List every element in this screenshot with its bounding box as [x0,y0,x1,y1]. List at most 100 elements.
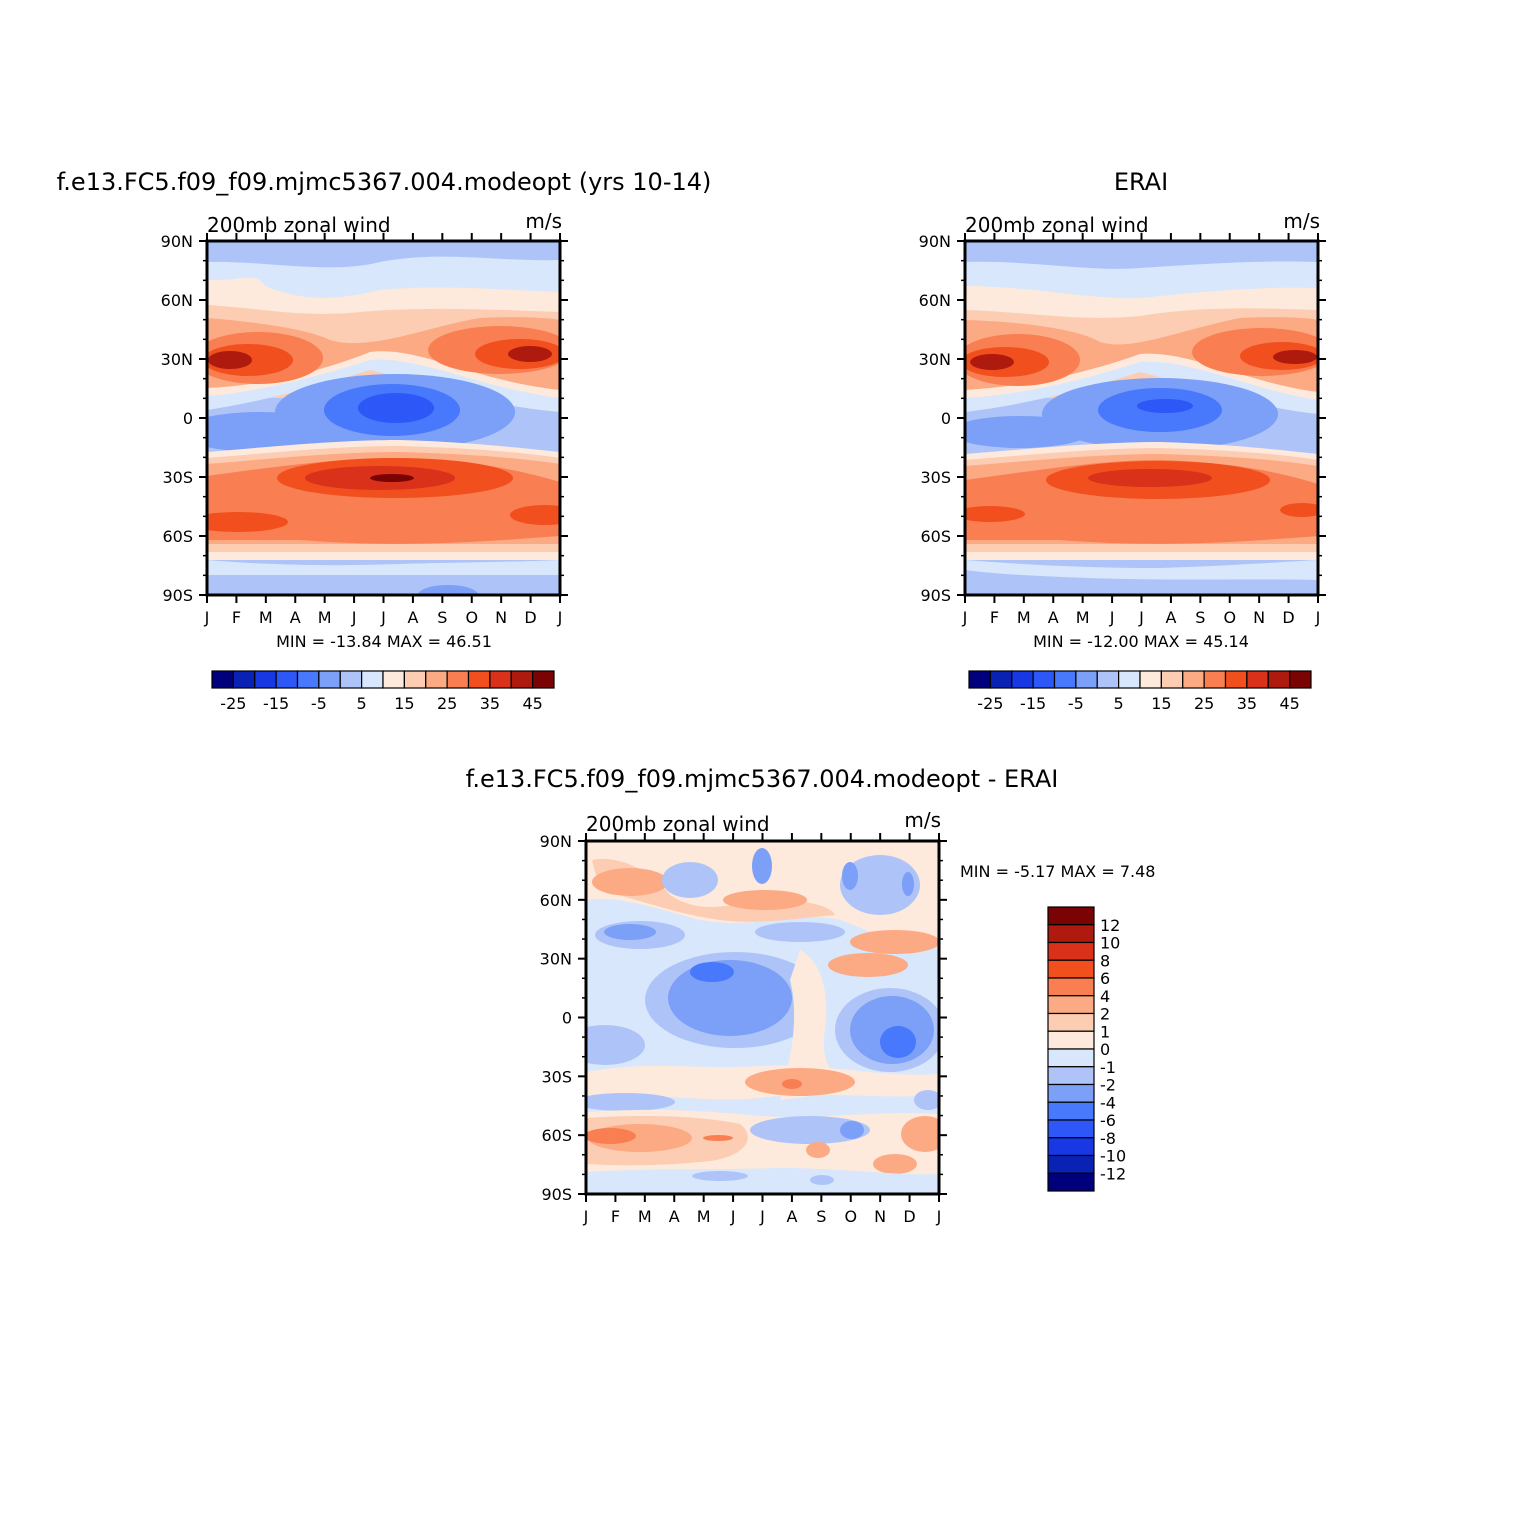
x-tick-label-obs: S [1195,608,1205,627]
diff-nh-blue-1b [604,924,656,940]
obs-colorbar: -25 -15 -5 5 15 25 35 45 [968,670,1312,713]
panel-model: f.e13.FC5.f09_f09.mjmc5367.004.modeopt (… [57,168,712,713]
colorbar-swatch-obs [1246,670,1269,689]
x-tick-label-obs: J [1138,608,1144,627]
x-tick-label-model: J [204,608,210,627]
colorbar-swatch-diff [1047,1137,1095,1157]
colorbar-swatch-model [446,670,470,689]
panel-obs: ERAI 200mb zonal wind m/s [919,168,1326,713]
diff-nh-salmon-1 [592,868,668,896]
x-tick-label-obs: M [1017,608,1031,627]
obs-sh-red-west [965,506,1025,522]
colorbar-swatch-diff [1047,1083,1095,1103]
colorbar-swatch-obs [1289,670,1312,689]
x-tick-label-diff: M [638,1207,652,1226]
colorbar-swatch-obs [1032,670,1056,689]
x-tick-label-diff: A [669,1207,680,1226]
y-tick-label-diff: 0 [562,1009,572,1028]
obs-nh-dark-east [1273,350,1317,364]
colorbar-label-model: 15 [394,694,414,713]
y-tick-label-model: 30N [161,350,193,369]
diff-trop-core [690,962,734,982]
colorbar-label-diff: 1 [1100,1022,1110,1041]
colorbar-swatch-diff [1047,1172,1095,1192]
diff-polar-blue-2 [810,1175,834,1185]
colorbar-swatch-model [339,670,363,689]
model-trop-blue-west [207,412,340,452]
colorbar-label-model: -5 [311,694,327,713]
x-tick-label-diff: D [903,1207,915,1226]
model-contour-field [207,241,560,595]
colorbar-swatch-diff [1047,1048,1095,1068]
colorbar-label-obs: -25 [977,694,1003,713]
x-tick-label-model: S [437,608,447,627]
colorbar-label-model: 5 [357,694,367,713]
colorbar-label-obs: -5 [1068,694,1084,713]
colorbar-label-diff: 6 [1100,969,1110,988]
diff-contour-field [586,841,939,1194]
x-tick-label-obs: F [990,608,999,627]
x-tick-label-model: F [232,608,241,627]
panel-diff-right-label: m/s [904,808,941,832]
colorbar-label-model: 25 [437,694,457,713]
colorbar-swatch-diff [1047,977,1095,997]
colorbar-swatch-diff [1047,906,1095,926]
model-sh-red-west [207,512,288,532]
diff-60s-orange [586,1128,636,1144]
panel-diff: f.e13.FC5.f09_f09.mjmc5367.004.modeopt -… [466,765,1156,1226]
colorbar-swatch-model [361,670,384,689]
panel-model-title: f.e13.FC5.f09_f09.mjmc5367.004.modeopt (… [57,168,712,196]
x-tick-label-model: M [259,608,273,627]
colorbar-label-diff: 2 [1100,1005,1110,1024]
x-tick-label-model: J [380,608,386,627]
x-tick-label-diff: M [697,1207,711,1226]
panel-model-right-label: m/s [525,209,562,233]
colorbar-label-diff: 8 [1100,951,1110,970]
model-band-eq-light [207,359,560,412]
colorbar-label-diff: 12 [1100,916,1120,935]
colorbar-label-obs: 25 [1194,694,1214,713]
colorbar-label-diff: 0 [1100,1040,1110,1059]
colorbar-swatch-model [510,670,534,689]
diff-60s-salmon-mid [806,1142,830,1158]
obs-min-max: MIN = -12.00 MAX = 45.14 [1033,632,1249,651]
x-tick-label-obs: M [1076,608,1090,627]
diff-nh-blue-4 [755,922,845,942]
colorbar-label-model: -15 [263,694,289,713]
diff-sh-blue-east [914,1090,939,1110]
colorbar-label-diff: 10 [1100,934,1120,953]
diff-east-core [880,1026,916,1058]
colorbar-label-obs: 35 [1237,694,1257,713]
colorbar-swatch-model [232,670,256,689]
colorbar-swatch-model [254,670,277,689]
colorbar-swatch-obs [1011,670,1034,689]
colorbar-swatch-model [489,670,512,689]
panel-obs-left-label: 200mb zonal wind [965,213,1149,237]
panel-obs-title: ERAI [1114,168,1168,196]
colorbar-label-diff: -4 [1100,1093,1116,1112]
diff-nh-blue-5c [902,872,914,896]
y-tick-label-diff: 90S [541,1185,572,1204]
diff-60s-salmon-east [901,1116,939,1152]
colorbar-swatch-diff [1047,959,1095,979]
colorbar-swatch-model [403,670,427,689]
colorbar-swatch-diff [1047,924,1095,944]
diff-trop-cream-col [780,950,860,1100]
colorbar-swatch-obs [968,670,991,689]
colorbar-swatch-diff [1047,1154,1095,1174]
diff-nh-blue-3 [752,848,772,884]
obs-nh-dark [970,354,1014,370]
colorbar-label-model: 45 [522,694,542,713]
diff-nh-salmon-3 [850,930,939,954]
x-tick-label-model: M [318,608,332,627]
x-tick-label-diff: A [786,1207,797,1226]
x-tick-label-model: D [524,608,536,627]
x-tick-label-diff: J [936,1207,942,1226]
diff-60s-salmon-se [873,1154,917,1174]
y-tick-label-obs: 0 [941,409,951,428]
colorbar-label-obs: 5 [1114,694,1124,713]
colorbar-label-diff: -12 [1100,1164,1126,1183]
x-tick-label-obs: J [1109,608,1115,627]
colorbar-label-obs: -15 [1020,694,1046,713]
